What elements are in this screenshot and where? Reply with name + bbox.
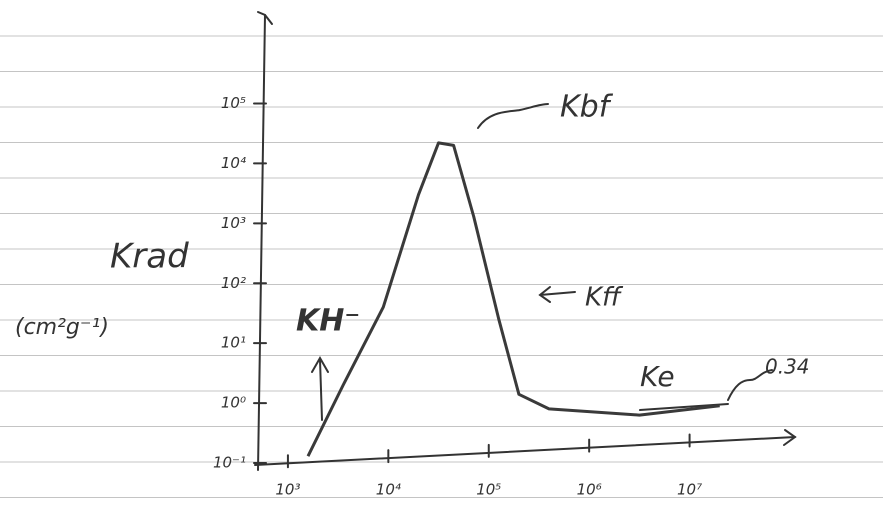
y-tick-label: 10⁻¹ bbox=[213, 454, 246, 472]
annotation: 0.34 bbox=[765, 355, 810, 379]
arrow bbox=[540, 287, 575, 302]
y-axis-unit: (cm²g⁻¹) bbox=[15, 315, 109, 340]
y-tick-label: 10¹ bbox=[221, 334, 246, 352]
y-tick-label: 10² bbox=[221, 274, 246, 292]
y-tick-label: 10⁵ bbox=[221, 94, 246, 112]
y-axis bbox=[258, 15, 265, 470]
y-tick-label: 10⁰ bbox=[221, 394, 246, 412]
annotation: Kff bbox=[585, 283, 624, 313]
x-axis bbox=[255, 437, 795, 465]
arrow bbox=[312, 358, 328, 420]
x-tick-label: 10⁵ bbox=[476, 481, 501, 499]
y-tick-label: 10⁴ bbox=[221, 154, 246, 172]
x-tick-label: 10⁶ bbox=[577, 481, 602, 499]
x-tick-label: 10⁴ bbox=[376, 481, 401, 499]
annotation: Kbf bbox=[560, 90, 614, 125]
x-tick-label: 10⁷ bbox=[677, 481, 702, 499]
annotation: KH⁻ bbox=[296, 304, 360, 339]
y-axis-label: Krad bbox=[110, 237, 189, 277]
annotation: Ke bbox=[640, 360, 675, 393]
chart: Krad (cm²g⁻¹) 10⁻¹ 10⁰ 10¹ 10² 10³ 10⁴ 10⁵ 10³ 1… bbox=[0, 0, 883, 519]
y-tick-label: 10³ bbox=[221, 214, 246, 232]
squiggle bbox=[478, 104, 548, 128]
x-tick-label: 10³ bbox=[275, 481, 300, 499]
